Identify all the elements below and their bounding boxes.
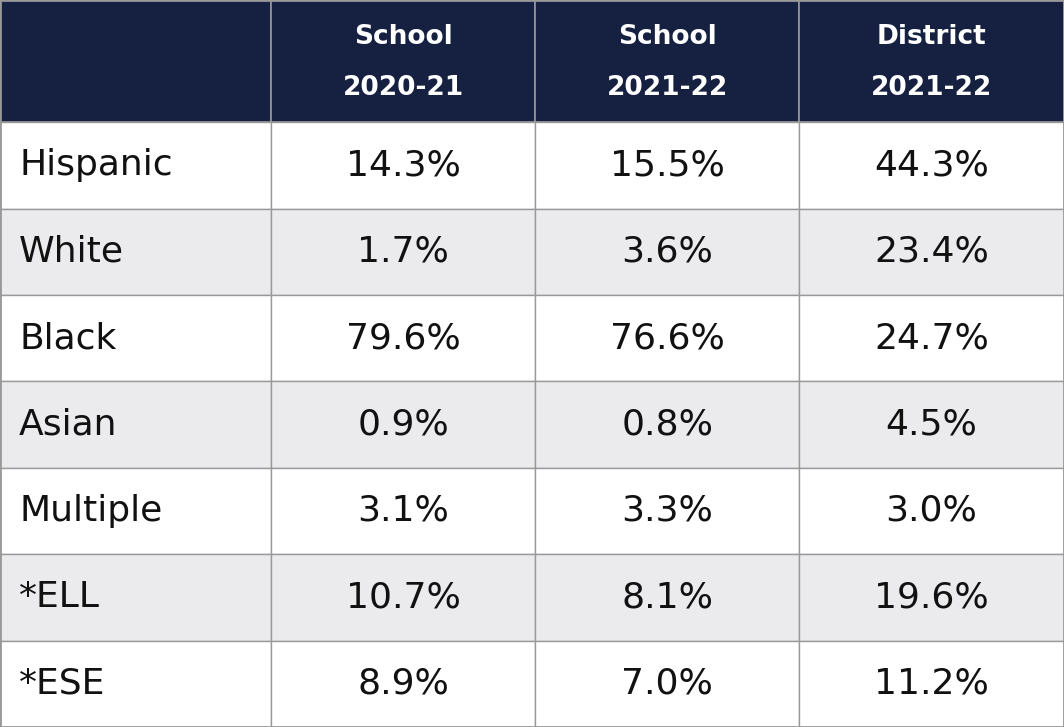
- Bar: [799, 382, 1064, 467]
- Bar: [271, 554, 535, 640]
- Bar: [271, 295, 535, 382]
- Text: Black: Black: [19, 321, 117, 356]
- Bar: [799, 467, 1064, 554]
- Bar: [535, 382, 799, 467]
- Text: Asian: Asian: [19, 408, 118, 441]
- Text: District: District: [877, 24, 986, 49]
- Text: 2021-22: 2021-22: [606, 75, 728, 101]
- Bar: [535, 122, 799, 209]
- Bar: [271, 122, 535, 209]
- Bar: [799, 209, 1064, 295]
- Bar: [535, 554, 799, 640]
- Bar: [0, 554, 271, 640]
- Bar: [535, 0, 799, 122]
- Text: *ESE: *ESE: [19, 667, 105, 701]
- Bar: [799, 122, 1064, 209]
- Bar: [271, 640, 535, 727]
- Text: 23.4%: 23.4%: [875, 235, 988, 269]
- Text: 3.3%: 3.3%: [621, 494, 713, 528]
- Bar: [0, 640, 271, 727]
- Text: 3.6%: 3.6%: [621, 235, 713, 269]
- Text: 10.7%: 10.7%: [346, 580, 461, 614]
- Text: 14.3%: 14.3%: [346, 148, 461, 182]
- Text: 7.0%: 7.0%: [621, 667, 713, 701]
- Bar: [535, 467, 799, 554]
- Text: 3.0%: 3.0%: [885, 494, 978, 528]
- Bar: [271, 382, 535, 467]
- Bar: [271, 0, 535, 122]
- Bar: [799, 640, 1064, 727]
- Text: 0.9%: 0.9%: [358, 408, 449, 441]
- Text: 2021-22: 2021-22: [871, 75, 992, 101]
- Text: School: School: [618, 24, 716, 49]
- Bar: [799, 554, 1064, 640]
- Bar: [535, 209, 799, 295]
- Bar: [0, 467, 271, 554]
- Text: Multiple: Multiple: [19, 494, 163, 528]
- Text: 2020-21: 2020-21: [343, 75, 464, 101]
- Text: 19.6%: 19.6%: [875, 580, 988, 614]
- Text: 44.3%: 44.3%: [875, 148, 988, 182]
- Bar: [0, 0, 271, 122]
- Bar: [0, 382, 271, 467]
- Bar: [271, 467, 535, 554]
- Text: 8.1%: 8.1%: [621, 580, 713, 614]
- Bar: [535, 295, 799, 382]
- Text: School: School: [354, 24, 452, 49]
- Text: 11.2%: 11.2%: [875, 667, 988, 701]
- Text: *ELL: *ELL: [19, 580, 100, 614]
- Bar: [0, 209, 271, 295]
- Text: 76.6%: 76.6%: [610, 321, 725, 356]
- Bar: [0, 295, 271, 382]
- Text: 15.5%: 15.5%: [610, 148, 725, 182]
- Text: 1.7%: 1.7%: [358, 235, 449, 269]
- Bar: [799, 295, 1064, 382]
- Text: 79.6%: 79.6%: [346, 321, 461, 356]
- Text: 0.8%: 0.8%: [621, 408, 713, 441]
- Text: 24.7%: 24.7%: [875, 321, 988, 356]
- Text: White: White: [19, 235, 124, 269]
- Text: 4.5%: 4.5%: [885, 408, 978, 441]
- Text: Hispanic: Hispanic: [19, 148, 172, 182]
- Bar: [799, 0, 1064, 122]
- Bar: [535, 640, 799, 727]
- Text: 3.1%: 3.1%: [358, 494, 449, 528]
- Bar: [271, 209, 535, 295]
- Text: 8.9%: 8.9%: [358, 667, 449, 701]
- Bar: [0, 122, 271, 209]
